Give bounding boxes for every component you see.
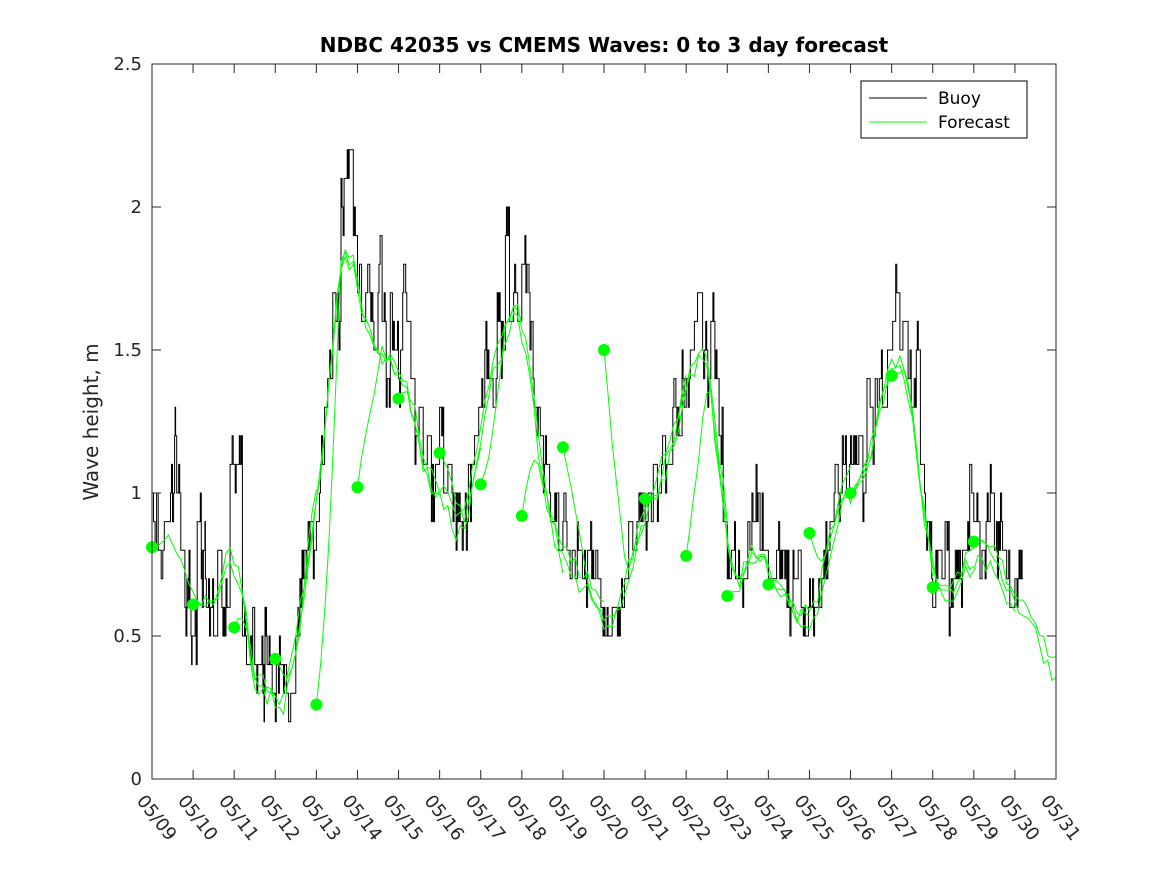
forecast-start-marker (926, 581, 939, 594)
forecast-line (603, 347, 728, 572)
y-tick-label: 2.5 (113, 54, 142, 75)
forecast-line (562, 374, 687, 622)
y-tick-label: 0 (131, 769, 142, 790)
legend-forecast-label: Forecast (938, 113, 1010, 133)
y-tick-label: 1 (131, 483, 142, 504)
forecast-start-marker (844, 487, 857, 499)
forecast-line (644, 353, 769, 578)
forecast-start-marker (187, 598, 200, 611)
forecast-line (480, 303, 605, 603)
forecast-start-marker (598, 344, 610, 356)
forecast-start-marker (351, 481, 364, 494)
forecast-start-marker (269, 652, 282, 665)
y-tick-label: 1.5 (113, 340, 142, 361)
forecast-line (973, 540, 1056, 682)
forecast-line (685, 390, 810, 624)
y-tick-label: 0.5 (113, 626, 142, 647)
forecast-line (932, 537, 1056, 658)
forecast-start-marker (515, 509, 528, 522)
forecast-start-marker (639, 492, 652, 505)
forecast-start-marker (803, 527, 816, 539)
forecast-line (357, 345, 482, 543)
forecast-start-marker (392, 392, 405, 405)
forecast-start-marker (228, 621, 241, 634)
forecast-line (850, 354, 975, 594)
legend-buoy-label: Buoy (938, 89, 981, 109)
y-tick-label: 2 (131, 197, 142, 218)
legend-box (860, 80, 1028, 139)
data-layer (152, 149, 1056, 723)
forecast-line (152, 534, 276, 697)
forecast-start-marker (680, 549, 693, 562)
forecast-line (274, 248, 399, 678)
y-axis-label: Wave height, m (79, 343, 103, 500)
forecast-line (193, 489, 317, 706)
forecast-line (768, 367, 893, 631)
forecast-line (521, 459, 646, 630)
forecast-start-marker (762, 578, 775, 591)
forecast-start-marker (721, 590, 734, 602)
forecast-start-marker (474, 478, 487, 491)
forecast-line (891, 368, 1016, 612)
forecast-start-marker (433, 447, 446, 459)
legend: Buoy Forecast (860, 80, 1028, 139)
forecast-start-marker (967, 535, 980, 548)
forecast-start-marker (556, 441, 569, 454)
forecast-line (726, 466, 851, 617)
forecast-line (398, 305, 523, 517)
forecast-start-marker (310, 698, 323, 711)
forecast-start-marker (885, 369, 898, 382)
chart-title: NDBC 42035 vs CMEMS Waves: 0 to 3 day fo… (320, 33, 889, 57)
